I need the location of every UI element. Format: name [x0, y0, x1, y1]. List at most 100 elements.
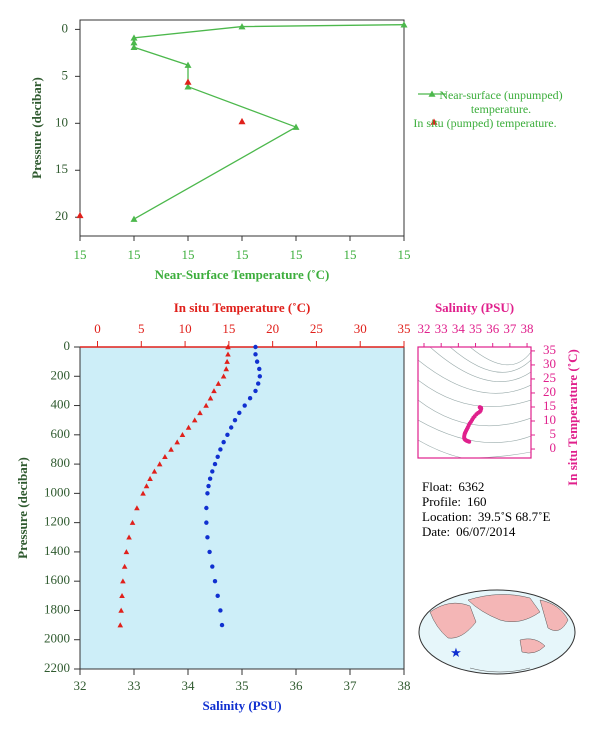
point-marker — [210, 564, 215, 569]
point-marker — [207, 476, 213, 481]
point-marker — [121, 563, 128, 569]
info-label: Location: — [422, 509, 472, 524]
y-tick-label: 20 — [543, 384, 556, 399]
x-tick-label: 15 — [182, 247, 195, 262]
y-tick-label: 2000 — [44, 631, 70, 646]
svg-text:★: ★ — [450, 645, 462, 660]
legend-label: Near-surface (unpumped) temperature. — [439, 88, 563, 116]
y-tick-label: 10 — [543, 412, 556, 427]
y-tick-label: 0 — [64, 338, 71, 353]
point-marker — [191, 417, 198, 423]
legend-label: In situ (pumped) temperature. — [413, 116, 557, 130]
info-value: 39.5˚S 68.7˚E — [478, 509, 551, 524]
info-line: Date: 06/07/2014 — [422, 524, 516, 539]
point-marker — [218, 447, 223, 452]
x-tick-label: 34 — [182, 678, 196, 693]
x-tick-label: 38 — [521, 321, 534, 336]
point-marker — [185, 424, 192, 430]
point-marker — [129, 519, 136, 525]
point-marker — [400, 21, 408, 28]
info-line: Profile: 160 — [422, 494, 487, 509]
point-marker — [242, 403, 247, 408]
point-marker — [123, 549, 130, 555]
info-label: Float: — [422, 479, 452, 494]
point-marker — [184, 61, 192, 68]
point-marker — [211, 388, 217, 394]
point-marker — [254, 359, 260, 364]
point-marker — [247, 396, 253, 401]
y-tick-label: 1400 — [44, 543, 70, 558]
point-marker — [253, 388, 258, 394]
y-tick-label: 5 — [550, 426, 557, 441]
ts-frame — [417, 346, 532, 459]
point-marker — [232, 417, 238, 423]
x-tick-label: 34 — [452, 321, 466, 336]
point-marker — [162, 453, 168, 460]
y-tick-label: 1200 — [44, 514, 70, 529]
y-tick-label: 20 — [55, 208, 68, 223]
point-marker — [253, 344, 258, 350]
info-label: Profile: — [422, 494, 461, 509]
y-tick-label: 15 — [543, 398, 556, 413]
point-marker — [210, 469, 215, 474]
point-marker — [218, 608, 223, 613]
x-axis-label: Salinity (PSU) — [202, 698, 281, 713]
x-tick-label: 36 — [486, 321, 500, 336]
point-marker — [256, 381, 261, 386]
info-value: 06/07/2014 — [456, 524, 516, 539]
point-marker — [212, 578, 218, 584]
y-tick-label: 200 — [51, 367, 71, 382]
point-marker — [134, 505, 140, 511]
legend-marker — [428, 90, 436, 97]
point-marker — [207, 549, 212, 555]
y-tick-label: 400 — [51, 397, 71, 412]
x-tick-label: 15 — [236, 247, 249, 262]
point-marker — [225, 344, 231, 350]
point-marker — [197, 410, 203, 416]
x-tick-label: 15 — [290, 247, 303, 262]
point-marker — [257, 374, 263, 379]
x-tick-label: 15 — [128, 247, 141, 262]
point-marker — [184, 78, 192, 85]
y-tick-label: 2200 — [44, 660, 70, 675]
y-axis-label: Pressure (decibar) — [15, 457, 30, 559]
world-map: ★ — [418, 589, 576, 675]
point-marker — [184, 83, 192, 90]
point-marker — [229, 425, 234, 430]
point-marker — [219, 622, 225, 628]
point-marker — [203, 402, 209, 408]
x-tick-label: 33 — [435, 321, 448, 336]
point-marker — [237, 410, 242, 416]
y-tick-label: 800 — [51, 455, 71, 470]
point-marker — [130, 34, 138, 41]
x2-axis-label: In situ Temperature (˚C) — [174, 300, 311, 315]
y-tick-label: 600 — [51, 426, 71, 441]
info-line: Location: 39.5˚S 68.7˚E — [422, 509, 550, 524]
point-marker — [205, 535, 210, 540]
point-marker — [221, 439, 226, 445]
point-marker — [156, 461, 163, 467]
ts-point — [467, 439, 472, 444]
y-tick-label: 10 — [55, 114, 68, 129]
y-tick-label: 0 — [62, 20, 69, 35]
x-tick-label: 35 — [236, 678, 249, 693]
density-contours — [418, 347, 531, 458]
y-tick-label: 1800 — [44, 601, 70, 616]
point-marker — [225, 351, 231, 357]
point-marker — [205, 491, 210, 496]
point-marker — [126, 534, 132, 540]
point-marker — [220, 373, 227, 379]
x-tick-label: 36 — [290, 678, 304, 693]
x-axis-label: Salinity (PSU) — [435, 300, 514, 315]
info-line: Float: 6362 — [422, 479, 484, 494]
point-marker — [204, 520, 209, 525]
point-marker — [130, 43, 138, 51]
point-marker — [76, 211, 84, 219]
x2-tick-label: 15 — [222, 321, 235, 336]
y-axis-label: Pressure (decibar) — [29, 77, 44, 179]
point-marker — [238, 23, 246, 30]
x-tick-label: 37 — [344, 678, 358, 693]
point-marker — [168, 446, 174, 452]
